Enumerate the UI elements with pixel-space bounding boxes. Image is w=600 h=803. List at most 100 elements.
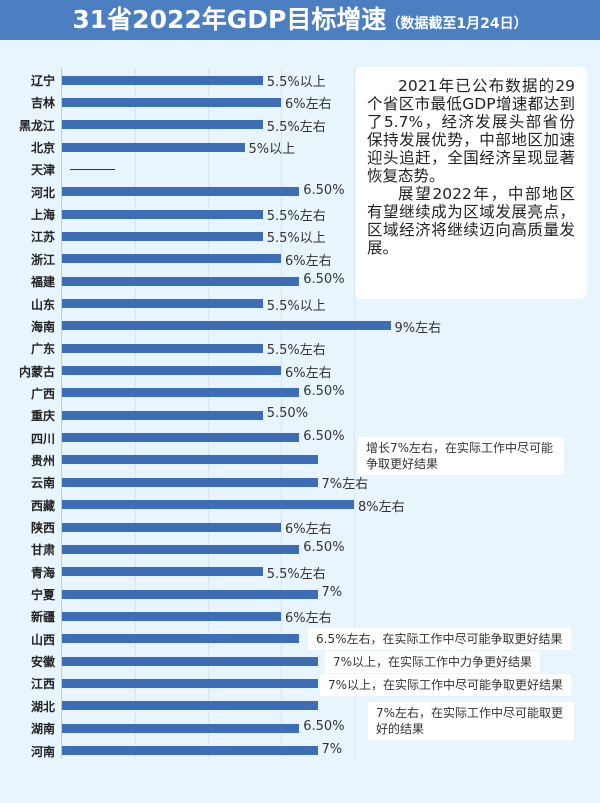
value-label: 6%左右: [285, 253, 332, 269]
bar: [62, 388, 300, 398]
bar: [62, 97, 281, 107]
bar: [62, 500, 354, 510]
bar: [62, 746, 318, 755]
title-sub: （数据截至1月24日）: [386, 16, 528, 32]
category-label: 浙江: [30, 252, 55, 267]
category-label: 辽宁: [30, 74, 55, 88]
value-label: 6.50%: [303, 428, 345, 444]
value-label: 6%左右: [285, 611, 332, 627]
note-paragraph-1: 2021年已公布数据的29个省区市最低GDP增速都达到了5.7%，经济发展头部省…: [367, 77, 575, 185]
bar: [62, 634, 300, 644]
value-label: 5.5%左右: [266, 566, 326, 582]
value-label: 7%: [321, 741, 343, 757]
category-label: 天津: [30, 163, 55, 178]
bar: [62, 343, 263, 353]
note-box: 2021年已公布数据的29个省区市最低GDP增速都达到了5.7%，经济发展头部省…: [355, 67, 587, 299]
value-label: 7%左右: [321, 477, 369, 493]
value-label: 5.50%: [266, 406, 309, 422]
bar: [62, 142, 245, 152]
callout-label: 7%以上，在实际工作中力争更好结果: [325, 651, 541, 673]
bar: [62, 120, 263, 130]
category-label: 上海: [30, 208, 55, 223]
bar: [62, 544, 300, 554]
category-label: 广西: [30, 386, 55, 401]
category-label: 山东: [30, 297, 55, 312]
category-label: 新疆: [30, 610, 55, 625]
chart-title: 31省2022年GDP目标增速（数据截至1月24日）: [0, 0, 600, 40]
bar: [62, 678, 318, 688]
category-label: 山西: [30, 632, 55, 647]
value-label: 6%左右: [285, 365, 332, 381]
category-label: 海南: [30, 319, 55, 334]
value-label: 7%: [321, 585, 343, 601]
value-label: 6.50%: [303, 272, 345, 288]
bar: [62, 522, 281, 532]
bar: [62, 187, 300, 197]
value-label: 5.5%以上: [266, 231, 326, 247]
bar: [62, 321, 391, 331]
category-label: 吉林: [30, 96, 55, 111]
category-label: 西藏: [30, 498, 55, 513]
bar: [62, 299, 263, 308]
bar: [62, 611, 281, 621]
bar: [62, 75, 263, 85]
value-label: 9%左右: [394, 320, 442, 336]
bar: [62, 589, 318, 599]
value-label: 5.5%左右: [266, 209, 326, 225]
bar: [62, 410, 263, 420]
category-label: 甘肃: [30, 543, 55, 558]
category-label: 江西: [30, 677, 55, 692]
value-label: 5.5%以上: [266, 75, 326, 90]
category-label: 重庆: [30, 409, 55, 424]
gridline: [281, 68, 282, 758]
category-label: 云南: [30, 476, 55, 491]
bar: [62, 701, 318, 711]
no-data-dash: [70, 169, 115, 171]
bar: [62, 254, 281, 264]
category-label: 内蒙古: [18, 364, 55, 379]
value-label: 6.50%: [303, 182, 345, 198]
category-label: 广东: [30, 342, 55, 357]
bar: [62, 567, 263, 577]
callout-label: 增长7%左右，在实际工作中尽可能争取更好结果: [358, 437, 564, 475]
category-label: 湖南: [30, 722, 55, 737]
category-label: 河北: [30, 185, 55, 200]
value-label: 5.5%左右: [266, 343, 326, 359]
bar: [62, 209, 263, 219]
bar: [62, 276, 300, 286]
callout-label: 7%以上，在实际工作中尽可能争取更好结果: [320, 674, 572, 696]
category-label: 北京: [30, 141, 55, 156]
value-label: 5.5%左右: [266, 119, 326, 135]
value-label: 6.50%: [303, 383, 345, 399]
category-label: 福建: [30, 275, 55, 290]
gridline: [354, 68, 355, 758]
category-label: 黑龙江: [18, 118, 55, 133]
value-label: 6%左右: [285, 97, 332, 113]
category-label: 青海: [30, 565, 55, 580]
category-label: 贵州: [30, 453, 55, 468]
bar: [62, 656, 318, 666]
value-label: 5.5%以上: [266, 298, 326, 314]
bar: [62, 723, 300, 733]
bar: [62, 366, 281, 376]
category-label: 江苏: [30, 230, 55, 245]
value-label: 6.50%: [303, 540, 345, 556]
note-paragraph-2: 展望2022年，中部地区有望继续成为区域发展亮点，区域经济将继续迈向高质量发展。: [367, 185, 575, 257]
title-main: 31省2022年GDP目标增速: [72, 5, 387, 34]
category-label: 湖北: [30, 699, 55, 714]
callout-label: 6.5%左右，在实际工作中尽可能争取更好结果: [308, 628, 571, 650]
value-label: 6%左右: [285, 522, 332, 537]
value-label: 5%以上: [248, 142, 296, 158]
bar: [62, 433, 300, 443]
y-axis-line: [61, 68, 62, 758]
value-label: 8%左右: [358, 499, 405, 515]
callout-label: 7%左右，在实际工作中尽可能取更好的结果: [368, 702, 574, 740]
category-label: 河南: [30, 744, 55, 759]
category-label: 安徽: [30, 655, 55, 670]
bar: [62, 231, 263, 241]
bar: [62, 477, 318, 487]
category-label: 陕西: [30, 521, 55, 535]
bar: [62, 455, 318, 465]
category-label: 四川: [30, 431, 55, 446]
